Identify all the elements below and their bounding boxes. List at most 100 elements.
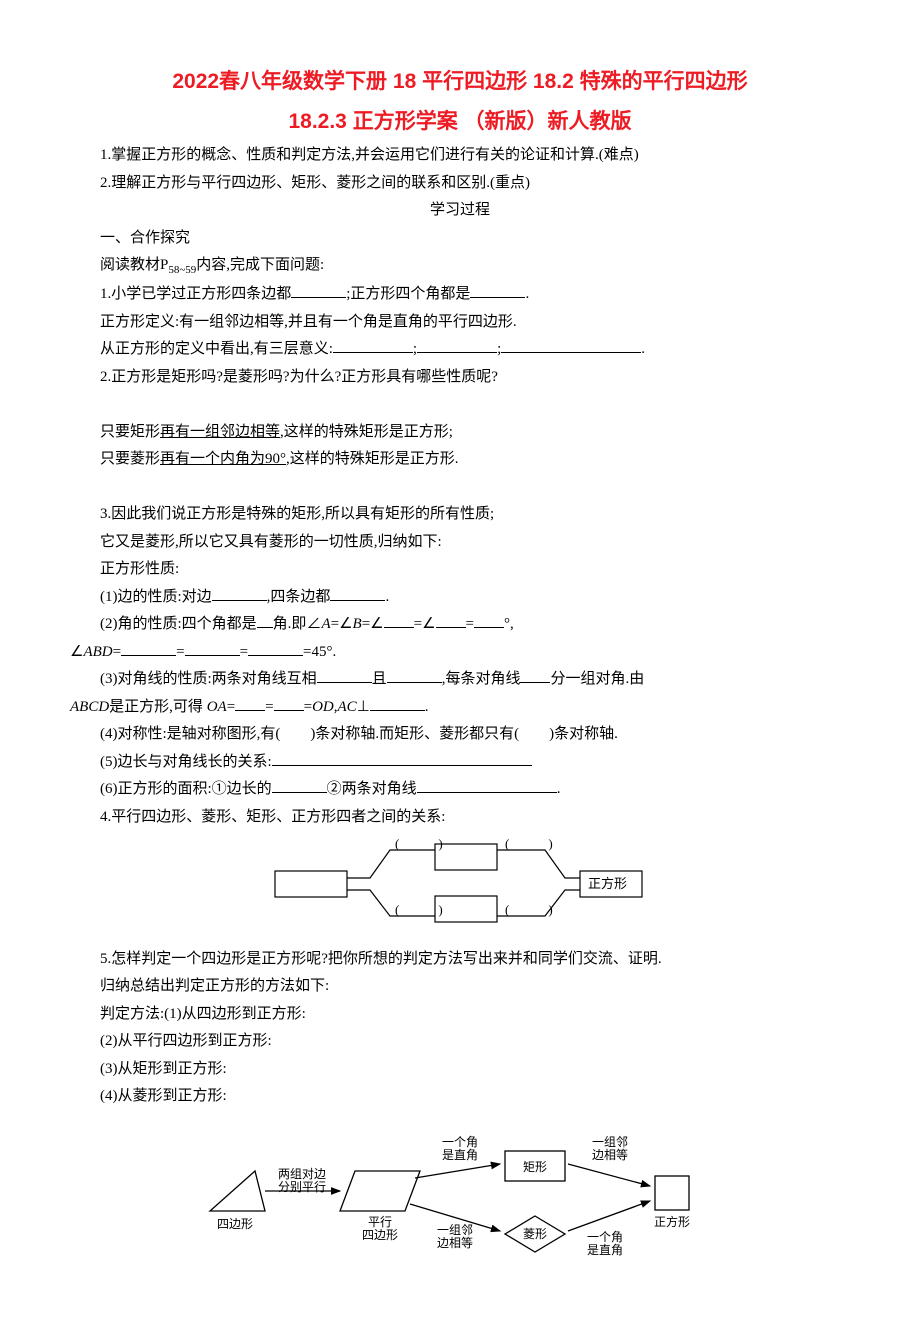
blank [257, 612, 273, 628]
spacer [70, 475, 850, 501]
q2: 2.正方形是矩形吗?是菱形吗?为什么?正方形具有哪些性质呢? [70, 365, 850, 391]
p3c: ,每条对角线 [442, 671, 521, 687]
svg-text:一个角是直角: 一个角是直角 [442, 1135, 478, 1162]
blank [272, 750, 532, 766]
svg-text:( ): ( ) [395, 836, 443, 851]
svg-text:平行四边形: 平行四边形 [362, 1215, 398, 1242]
prop-3: (3)对角线的性质:两条对角线互相且,每条对角线分一组对角.由 [70, 667, 850, 693]
blank [333, 337, 413, 353]
definition: 正方形定义:有一组邻边相等,并且有一个角是直角的平行四边形. [70, 310, 850, 336]
q1c: . [525, 286, 529, 302]
p6a: (6)正方形的面积:①边长的 [100, 781, 272, 797]
blank [291, 282, 346, 298]
AC: AC [338, 699, 357, 715]
q1a: 1.小学已学过正方形四条边都 [100, 286, 291, 302]
goal-2: 2.理解正方形与平行四边形、矩形、菱形之间的联系和区别.(重点) [70, 171, 850, 197]
p3g: = [265, 699, 273, 715]
prop-2: (2)角的性质:四个角都是角.即∠A=∠B=∠=∠=°, [70, 612, 850, 638]
d2-quad: 四边形 [217, 1217, 253, 1231]
prop-3b: ABCD是正方形,可得 OA===OD,AC⊥. [70, 695, 850, 721]
d2-rect: 矩形 [523, 1160, 547, 1174]
p6b: ②两条对角线 [327, 781, 417, 797]
m2: (2)从平行四边形到正方形: [70, 1029, 850, 1055]
props-label: 正方形性质: [70, 557, 850, 583]
lb1: 只要菱形 [100, 451, 160, 467]
ABCD: ABCD [70, 699, 109, 715]
svg-text:一组邻边相等: 一组邻边相等 [437, 1223, 473, 1250]
rhom-line: 只要菱形再有一个内角为90°,这样的特殊矩形是正方形. [70, 447, 850, 473]
p2g: °, [504, 616, 514, 632]
p2j: = [176, 644, 184, 660]
layers-d: . [641, 341, 645, 357]
svg-text:两组对边分别平行: 两组对边分别平行 [278, 1167, 326, 1194]
blank [474, 612, 504, 628]
p2i: = [113, 644, 121, 660]
lb2: ,这样的特殊矩形是正方形. [286, 451, 459, 467]
rect-line: 只要矩形再有一组邻边相等,这样的特殊矩形是正方形; [70, 420, 850, 446]
p3j: ⊥ [357, 699, 370, 715]
p3k: . [425, 699, 429, 715]
layers-a: 从正方形的定义中看出,有三层意义: [100, 341, 333, 357]
intro-b: 内容,完成下面问题: [196, 257, 324, 273]
blank [417, 777, 557, 793]
blank [121, 640, 176, 656]
m3: (3)从矩形到正方形: [70, 1057, 850, 1083]
blank [272, 777, 327, 793]
prop-5: (5)边长与对角线长的关系: [70, 750, 850, 776]
blank [185, 640, 240, 656]
spacer [70, 392, 850, 418]
m1: 判定方法:(1)从四边形到正方形: [70, 1002, 850, 1028]
la-u: 再有一组邻边相等 [160, 424, 280, 440]
p2f: = [466, 616, 474, 632]
B: B [353, 616, 362, 632]
svg-text:( ): ( ) [505, 902, 553, 917]
title-line-2: 18.2.3 正方形学案 （新版）新人教版 [70, 104, 850, 140]
blank [520, 667, 550, 683]
section-heading: 一、合作探究 [70, 226, 850, 252]
p1c: . [385, 589, 389, 605]
p1a: (1)边的性质:对边 [100, 589, 212, 605]
d2-square: 正方形 [654, 1214, 690, 1229]
p2h: ∠ [70, 644, 83, 660]
prop-4: (4)对称性:是轴对称图形,有( )条对称轴.而矩形、菱形都只有( )条对称轴. [70, 722, 850, 748]
m4: (4)从菱形到正方形: [70, 1084, 850, 1110]
intro-line: 阅读教材P58~59内容,完成下面问题: [70, 253, 850, 280]
p1b: ,四条边都 [267, 589, 331, 605]
p2b: 角.即∠ [273, 616, 322, 632]
intro-a: 阅读教材P [100, 257, 168, 273]
p2e: =∠ [414, 616, 436, 632]
OA: OA [207, 699, 227, 715]
blank [387, 667, 442, 683]
p2c: =∠ [331, 616, 353, 632]
q5: 5.怎样判定一个四边形是正方形呢?把你所想的判定方法写出来并和同学们交流、证明. [70, 947, 850, 973]
q3b: 它又是菱形,所以它又具有菱形的一切性质,归纳如下: [70, 530, 850, 556]
title-line-1: 2022春八年级数学下册 18 平行四边形 18.2 特殊的平行四边形 [70, 64, 850, 100]
p3e: 是正方形,可得 [109, 699, 207, 715]
summary: 归纳总结出判定正方形的方法如下: [70, 974, 850, 1000]
blank [436, 612, 466, 628]
blank [384, 612, 414, 628]
p3b: 且 [372, 671, 387, 687]
blank [274, 695, 304, 711]
p2l: =45°. [303, 644, 336, 660]
p6c: . [557, 781, 561, 797]
intro-sub: 58~59 [168, 264, 196, 276]
prop-6: (6)正方形的面积:①边长的 ②两条对角线. [70, 777, 850, 803]
blank [330, 585, 385, 601]
diagram-2: 四边形 两组对边分别平行 平行四边形 一个角是直角 矩形 一组邻边相等 菱形 一… [70, 1116, 850, 1276]
d2-rhom: 菱形 [523, 1227, 547, 1241]
svg-text:( ): ( ) [395, 902, 443, 917]
p3d: 分一组对角.由 [550, 671, 644, 687]
blank [470, 282, 525, 298]
q1b: ;正方形四个角都是 [346, 286, 470, 302]
q3a: 3.因此我们说正方形是特殊的矩形,所以具有矩形的所有性质; [70, 502, 850, 528]
p2d: =∠ [362, 616, 384, 632]
ABD: ABD [83, 644, 112, 660]
blank [370, 695, 425, 711]
la2: ,这样的特殊矩形是正方形; [280, 424, 453, 440]
la1: 只要矩形 [100, 424, 160, 440]
svg-text:一组邻边相等: 一组邻边相等 [592, 1135, 628, 1162]
prop-1: (1)边的性质:对边 ,四条边都. [70, 585, 850, 611]
blank [317, 667, 372, 683]
p2k: = [240, 644, 248, 660]
